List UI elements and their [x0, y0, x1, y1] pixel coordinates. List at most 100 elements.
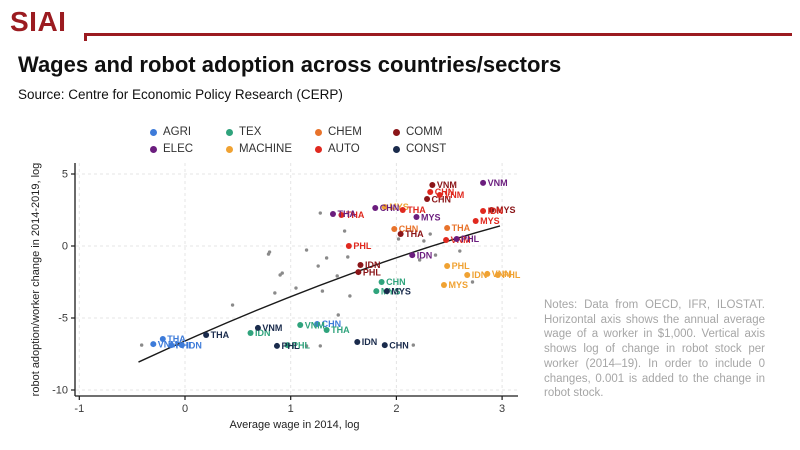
y-tick-label: 5 — [62, 169, 68, 181]
legend-item-tex: TEX — [226, 126, 315, 138]
data-point-unlabeled — [266, 252, 271, 256]
x-axis-label: Average wage in 2014, log — [229, 419, 359, 431]
data-point-elec — [453, 235, 460, 242]
legend-dot-tex — [226, 128, 233, 136]
data-point-label-const: CHN — [389, 340, 409, 350]
data-point-label-elec: THA — [337, 209, 356, 219]
data-point-label-const: PHL — [281, 341, 300, 351]
data-point-comm — [355, 269, 362, 276]
data-point-label-tex: PHL — [292, 340, 311, 350]
data-point-auto — [480, 208, 487, 215]
data-point-unlabeled — [318, 344, 322, 348]
legend-item-const: CONST — [393, 143, 473, 155]
legend-dot-comm — [393, 128, 400, 136]
data-point-agri — [150, 341, 157, 348]
data-point-auto — [443, 236, 450, 243]
data-point-label-auto: PHL — [353, 241, 372, 251]
data-point-unlabeled — [342, 229, 347, 233]
data-point-unlabeled — [316, 264, 320, 268]
data-point-label-comm: MYS — [496, 205, 516, 215]
x-tick-label: 1 — [288, 403, 294, 415]
data-point-agri — [178, 342, 185, 349]
legend-dot-const — [393, 145, 400, 153]
data-point-label-chem: CHN — [399, 224, 419, 234]
legend-dot-auto — [315, 145, 322, 153]
data-point-label-agri: IDN — [186, 340, 202, 350]
legend-item-chem: CHEM — [315, 126, 393, 138]
scatter-plot: 5 0 -5 -10 -1 0 1 2 3 Average wage in 2014, log ro… — [30, 158, 540, 445]
data-point-label-comm: IDN — [365, 260, 381, 270]
y-tick-label: -5 — [58, 313, 68, 325]
data-point-elec — [480, 179, 487, 186]
data-point-unlabeled — [458, 249, 462, 253]
data-point-auto — [427, 189, 434, 195]
legend-item-auto: AUTO — [315, 143, 393, 155]
data-point-label-auto: VNM — [451, 235, 471, 245]
data-point-unlabeled — [396, 237, 401, 241]
legend-item-elec: ELEC — [150, 143, 226, 155]
x-tick-label: -1 — [74, 403, 84, 415]
legend-dot-elec — [150, 145, 157, 153]
data-point-comm — [429, 181, 436, 188]
data-point-comm — [357, 262, 364, 269]
data-point-chem — [444, 225, 451, 231]
data-point-unlabeled — [304, 248, 309, 252]
chart-legend: AGRI TEX CHEM COMM ELEC MACHINE AUTO CONST — [150, 126, 473, 155]
legend-label-agri: AGRI — [163, 126, 192, 138]
data-point-label-elec: CHN — [380, 203, 400, 213]
data-point-unlabeled — [336, 313, 340, 317]
data-point-label-machine: PHL — [502, 270, 521, 280]
data-point-agri — [159, 336, 166, 343]
data-point-label-elec: IDN — [417, 250, 433, 260]
data-point-tex — [378, 279, 385, 285]
data-point-label-machine: IDN — [472, 270, 488, 280]
legend-label-const: CONST — [406, 143, 447, 155]
data-point-const — [383, 288, 390, 295]
data-point-machine — [484, 270, 491, 277]
data-point-unlabeled — [304, 344, 309, 348]
data-point-label-elec: VNM — [488, 178, 508, 188]
data-point-label-machine: PHL — [452, 261, 471, 271]
source-line: Source: Centre for Economic Policy Resea… — [18, 87, 343, 102]
data-point-label-comm: THA — [405, 229, 424, 239]
data-point-elec — [409, 252, 416, 259]
data-point-unlabeled — [139, 343, 144, 347]
data-point-label-const: MYS — [391, 286, 411, 296]
data-point-tex — [247, 329, 254, 336]
data-point-auto — [345, 243, 352, 249]
data-point-unlabeled — [428, 232, 432, 236]
data-point-label-elec: PHL — [461, 234, 480, 244]
data-point-label-agri: THA — [167, 334, 186, 344]
data-point-unlabeled — [230, 303, 235, 307]
data-point-const — [254, 324, 261, 331]
data-point-auto — [338, 212, 345, 219]
data-point-label-comm: CHN — [432, 194, 452, 204]
legend-item-agri: AGRI — [150, 126, 226, 138]
data-point-comm — [397, 231, 404, 238]
data-point-label-auto: IDN — [488, 206, 504, 216]
legend-label-tex: TEX — [239, 126, 262, 138]
data-point-const — [273, 342, 280, 349]
data-point-machine — [494, 271, 501, 278]
data-point-const — [354, 339, 361, 346]
data-point-label-agri: VNM — [158, 339, 178, 349]
y-tick-label: -10 — [52, 385, 68, 397]
legend-label-machine: MACHINE — [239, 143, 293, 155]
data-point-elec — [413, 214, 420, 221]
legend-item-machine: MACHINE — [226, 143, 315, 155]
data-point-label-agri: PHL — [176, 340, 195, 350]
data-point-unlabeled — [335, 274, 339, 278]
data-point-unlabeled — [294, 286, 298, 290]
data-point-label-tex: THA — [331, 325, 350, 335]
data-point-label-const: IDN — [362, 337, 378, 347]
data-point-tex — [323, 326, 330, 333]
data-point-label-tex: IDN — [255, 328, 271, 338]
legend-dot-machine — [226, 145, 233, 153]
legend-label-auto: AUTO — [328, 143, 360, 155]
data-point-label-auto: THA — [346, 210, 365, 220]
data-point-tex — [297, 322, 304, 329]
data-point-machine — [464, 271, 471, 278]
legend-label-elec: ELEC — [163, 143, 194, 155]
data-point-tex — [373, 288, 380, 295]
